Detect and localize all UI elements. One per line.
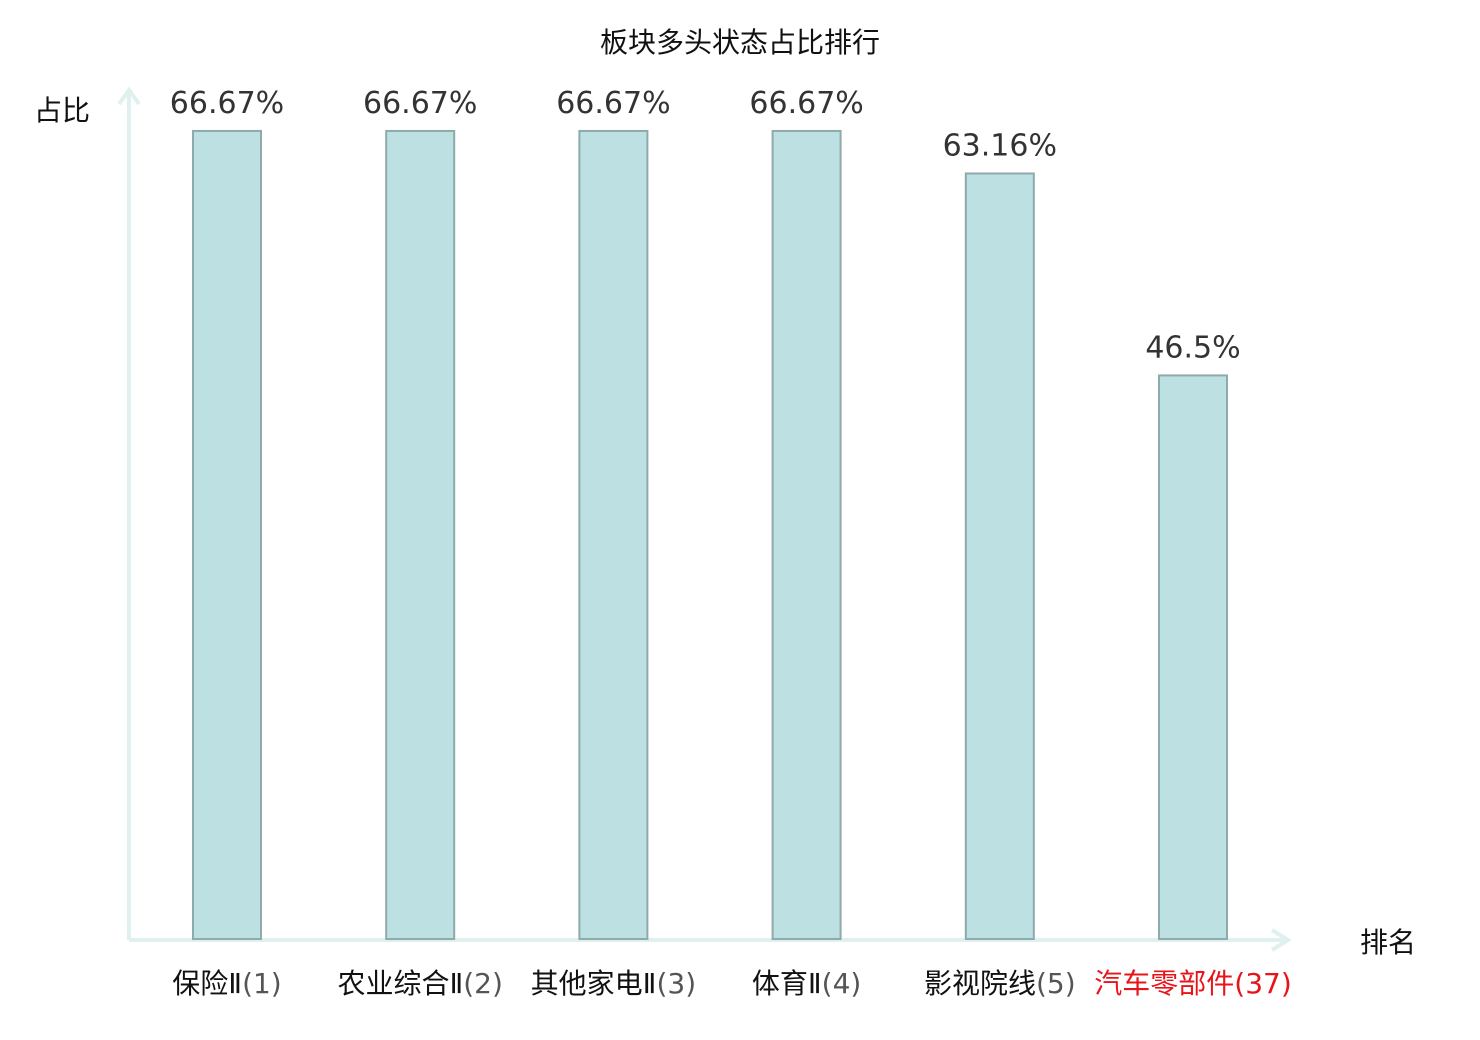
category-label: 汽车零部件(37) <box>1094 967 1292 1000</box>
category-label: 影视院线(5) <box>924 967 1076 1000</box>
bar-value-label: 66.67% <box>170 86 284 121</box>
bar <box>192 129 262 940</box>
bar-value-label: 66.67% <box>749 86 863 121</box>
y-axis <box>117 86 141 940</box>
bar-value-label: 46.5% <box>1145 330 1240 365</box>
value-labels-group: 66.67% 66.67% 66.67% 66.67% 63.16% 46.5% <box>170 86 1241 365</box>
category-label: 体育Ⅱ(4) <box>752 967 861 1000</box>
x-axis <box>129 928 1292 952</box>
bar-value-label: 63.16% <box>943 129 1057 164</box>
bar-value-label: 66.67% <box>556 86 670 121</box>
category-label: 农业综合Ⅱ(2) <box>337 967 502 1000</box>
bar <box>385 129 456 940</box>
category-label: 保险Ⅱ(1) <box>172 967 281 1000</box>
category-label: 其他家电Ⅱ(3) <box>531 967 696 1000</box>
bar <box>1158 374 1228 941</box>
category-labels-group: 保险Ⅱ(1) 农业综合Ⅱ(2) 其他家电Ⅱ(3) 体育Ⅱ(4) 影视院线(5) 汽车零部件… <box>172 967 1291 1000</box>
bar <box>578 129 649 940</box>
x-axis-label: 排名 <box>1360 926 1416 959</box>
y-axis-label: 占比 <box>34 94 90 127</box>
bar <box>771 129 842 940</box>
bar-value-label: 66.67% <box>363 86 477 121</box>
chart-title: 板块多头状态占比排行 <box>600 26 880 59</box>
bars-group <box>192 129 1228 941</box>
bar <box>964 172 1035 940</box>
